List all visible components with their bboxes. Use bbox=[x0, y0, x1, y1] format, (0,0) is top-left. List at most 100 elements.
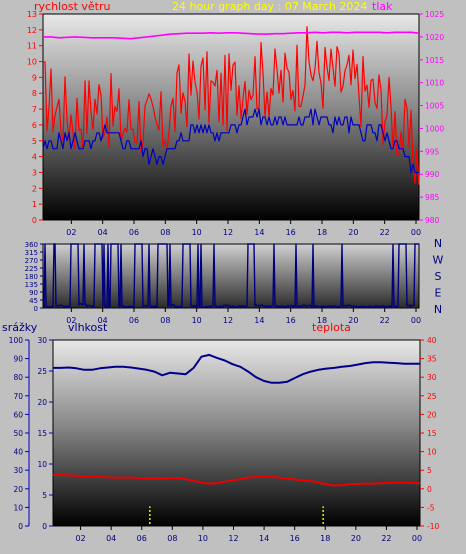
direction-axis-tick-label: 0 bbox=[34, 305, 38, 313]
temperature-axis-tick-label: 40 bbox=[427, 336, 437, 345]
temperature-axis-tick-label: 10 bbox=[427, 448, 437, 457]
temperature-label: teplota bbox=[312, 321, 351, 334]
wind-x-tick-label: 02 bbox=[66, 228, 76, 237]
direction-axis-tick-label: 225 bbox=[25, 265, 38, 273]
temperature-axis-tick-label: 25 bbox=[427, 392, 437, 401]
direction-x-tick-label: 08 bbox=[160, 316, 170, 325]
graph-title: 24 hour graph day : 07 March 2024 bbox=[172, 0, 367, 13]
direction-x-tick-label: 00 bbox=[411, 316, 421, 325]
direction-x-tick-label: 12 bbox=[223, 316, 233, 325]
wind-direction-line bbox=[42, 243, 419, 309]
humidity-x-tick-label: 00 bbox=[412, 534, 422, 543]
humidity-axis-tick-label: 10 bbox=[37, 460, 47, 469]
humidity-x-tick-label: 12 bbox=[228, 534, 238, 543]
wind-axis-tick-label: 0 bbox=[32, 216, 37, 225]
pressure-axis-tick-label: 985 bbox=[425, 193, 440, 202]
rain-axis-tick-label: 90 bbox=[13, 355, 23, 364]
pressure-axis-tick-label: 1015 bbox=[425, 56, 444, 65]
wind-axis-tick-label: 1 bbox=[32, 200, 37, 209]
humidity-axis-tick-label: 0 bbox=[42, 522, 47, 531]
wind-axis-tick-label: 4 bbox=[32, 153, 37, 162]
wind-speed-label: rychlost větru bbox=[34, 0, 110, 13]
direction-compass-letter: S bbox=[435, 270, 442, 283]
direction-x-tick-label: 20 bbox=[348, 316, 358, 325]
wind-x-tick-label: 00 bbox=[411, 228, 421, 237]
humidity-temperature-plot-area bbox=[52, 339, 421, 527]
direction-compass-letter: E bbox=[435, 287, 442, 300]
pressure-line bbox=[43, 31, 420, 40]
direction-axis-tick-label: 135 bbox=[25, 281, 38, 289]
wind-axis-tick-label: 13 bbox=[27, 10, 37, 19]
wind-axis-tick-label: 3 bbox=[32, 168, 37, 177]
direction-axis-tick-label: 360 bbox=[25, 241, 38, 249]
pressure-axis-tick-label: 1005 bbox=[425, 102, 444, 111]
temperature-axis-tick-label: 20 bbox=[427, 410, 437, 419]
rain-axis-tick-label: 60 bbox=[13, 410, 23, 419]
wind-x-tick-label: 16 bbox=[286, 228, 296, 237]
humidity-line bbox=[53, 353, 420, 384]
direction-plot-area bbox=[42, 243, 420, 309]
rain-axis-tick-label: 40 bbox=[13, 448, 23, 457]
pressure-axis-tick-label: 1025 bbox=[425, 10, 444, 19]
humidity-x-tick-label: 14 bbox=[259, 534, 269, 543]
humidity-x-tick-label: 02 bbox=[75, 534, 85, 543]
rain-axis-tick-label: 10 bbox=[13, 503, 23, 512]
rain-axis-tick-label: 50 bbox=[13, 429, 23, 438]
pressure-axis-tick-label: 1010 bbox=[425, 79, 444, 88]
temperature-axis-tick-label: 0 bbox=[427, 485, 432, 494]
temperature-axis-tick-label: 35 bbox=[427, 355, 437, 364]
wind-x-tick-label: 18 bbox=[317, 228, 327, 237]
wind-axis-tick-label: 11 bbox=[27, 42, 37, 51]
direction-compass-letter: W bbox=[433, 254, 444, 267]
temperature-line bbox=[53, 474, 421, 487]
direction-axis-tick-label: 180 bbox=[25, 273, 38, 281]
pressure-axis-tick-label: 1000 bbox=[425, 124, 444, 133]
direction-axis-tick-label: 270 bbox=[25, 257, 38, 265]
wind-x-tick-label: 20 bbox=[348, 228, 358, 237]
humidity-axis-tick-label: 15 bbox=[37, 429, 47, 438]
wind-axis-tick-label: 5 bbox=[32, 137, 37, 146]
humidity-x-tick-label: 20 bbox=[351, 534, 361, 543]
direction-x-tick-label: 22 bbox=[380, 316, 390, 325]
rain-label: srážky bbox=[2, 321, 38, 334]
temperature-axis-tick-label: -10 bbox=[427, 522, 439, 531]
pressure-axis-tick-label: 980 bbox=[425, 216, 440, 225]
temperature-axis-tick-label: 15 bbox=[427, 429, 437, 438]
humidity-axis-tick-label: 30 bbox=[37, 336, 47, 345]
direction-compass-letter: N bbox=[434, 303, 442, 316]
wind-axis-tick-label: 9 bbox=[32, 73, 37, 82]
direction-axis-tick-label: 315 bbox=[25, 249, 38, 257]
direction-x-tick-label: 18 bbox=[317, 316, 327, 325]
wind-x-tick-label: 22 bbox=[380, 228, 390, 237]
wind-x-tick-label: 12 bbox=[223, 228, 233, 237]
direction-x-tick-label: 04 bbox=[98, 316, 108, 325]
direction-x-tick-label: 16 bbox=[286, 316, 296, 325]
wind-pressure-plot-area bbox=[42, 13, 420, 221]
axes-layer: 0123456789101112139809859909951000100510… bbox=[9, 10, 445, 543]
pressure-label: tlak bbox=[372, 0, 393, 13]
wind-axis-tick-label: 10 bbox=[27, 58, 37, 67]
rain-axis-tick-label: 100 bbox=[9, 336, 24, 345]
wind-axis-tick-label: 6 bbox=[32, 121, 37, 130]
wind-axis-tick-label: 12 bbox=[27, 26, 37, 35]
humidity-label: vlhkost bbox=[68, 321, 108, 334]
humidity-x-tick-label: 04 bbox=[106, 534, 116, 543]
rain-axis-tick-label: 0 bbox=[18, 522, 23, 531]
humidity-x-tick-label: 08 bbox=[167, 534, 177, 543]
direction-x-tick-label: 06 bbox=[129, 316, 139, 325]
pressure-axis-tick-label: 990 bbox=[425, 170, 440, 179]
rain-axis-tick-label: 80 bbox=[13, 373, 23, 382]
humidity-axis-tick-label: 25 bbox=[37, 367, 47, 376]
humidity-x-tick-label: 16 bbox=[290, 534, 300, 543]
pressure-axis-tick-label: 1020 bbox=[425, 33, 444, 42]
series-layer bbox=[42, 26, 421, 524]
direction-x-tick-label: 14 bbox=[254, 316, 264, 325]
humidity-x-tick-label: 06 bbox=[137, 534, 147, 543]
direction-compass-letter: N bbox=[434, 237, 442, 250]
direction-x-tick-label: 02 bbox=[66, 316, 76, 325]
temperature-axis-tick-label: 5 bbox=[427, 466, 432, 475]
pressure-axis-tick-label: 995 bbox=[425, 147, 440, 156]
